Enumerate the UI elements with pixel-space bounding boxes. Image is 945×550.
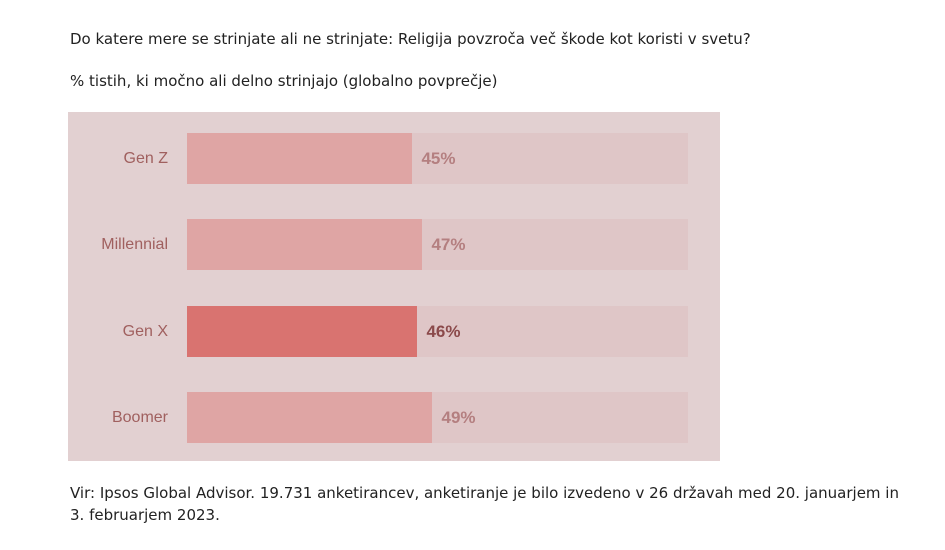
data-label: 49% — [441, 407, 476, 427]
data-label: 46% — [426, 321, 461, 341]
category-label: Boomer — [111, 408, 168, 426]
data-label: 45% — [421, 149, 456, 168]
chart-title: Do katere mere se strinjate ali ne strin… — [70, 30, 751, 48]
bar — [187, 219, 423, 271]
bar-track: 47% — [187, 219, 688, 271]
bar — [187, 133, 413, 184]
bar-track: 45% — [187, 133, 688, 184]
category-label: Gen Z — [123, 150, 168, 167]
chart-subtitle: % tistih, ki močno ali delno strinjajo (… — [70, 72, 498, 90]
bar-track: 49% — [187, 391, 688, 443]
category-label: Gen X — [122, 322, 168, 340]
bar-track: 46% — [187, 305, 688, 357]
source-note: Vir: Ipsos Global Advisor. 19.731 anketi… — [70, 484, 899, 524]
data-label: 47% — [431, 235, 466, 255]
chart-panel: Gen Z 45% Millennial 47% Gen X 46% Boomer 49% — [68, 112, 720, 461]
bar — [187, 391, 433, 443]
bar — [187, 305, 418, 357]
category-label: Millennial — [101, 236, 168, 254]
